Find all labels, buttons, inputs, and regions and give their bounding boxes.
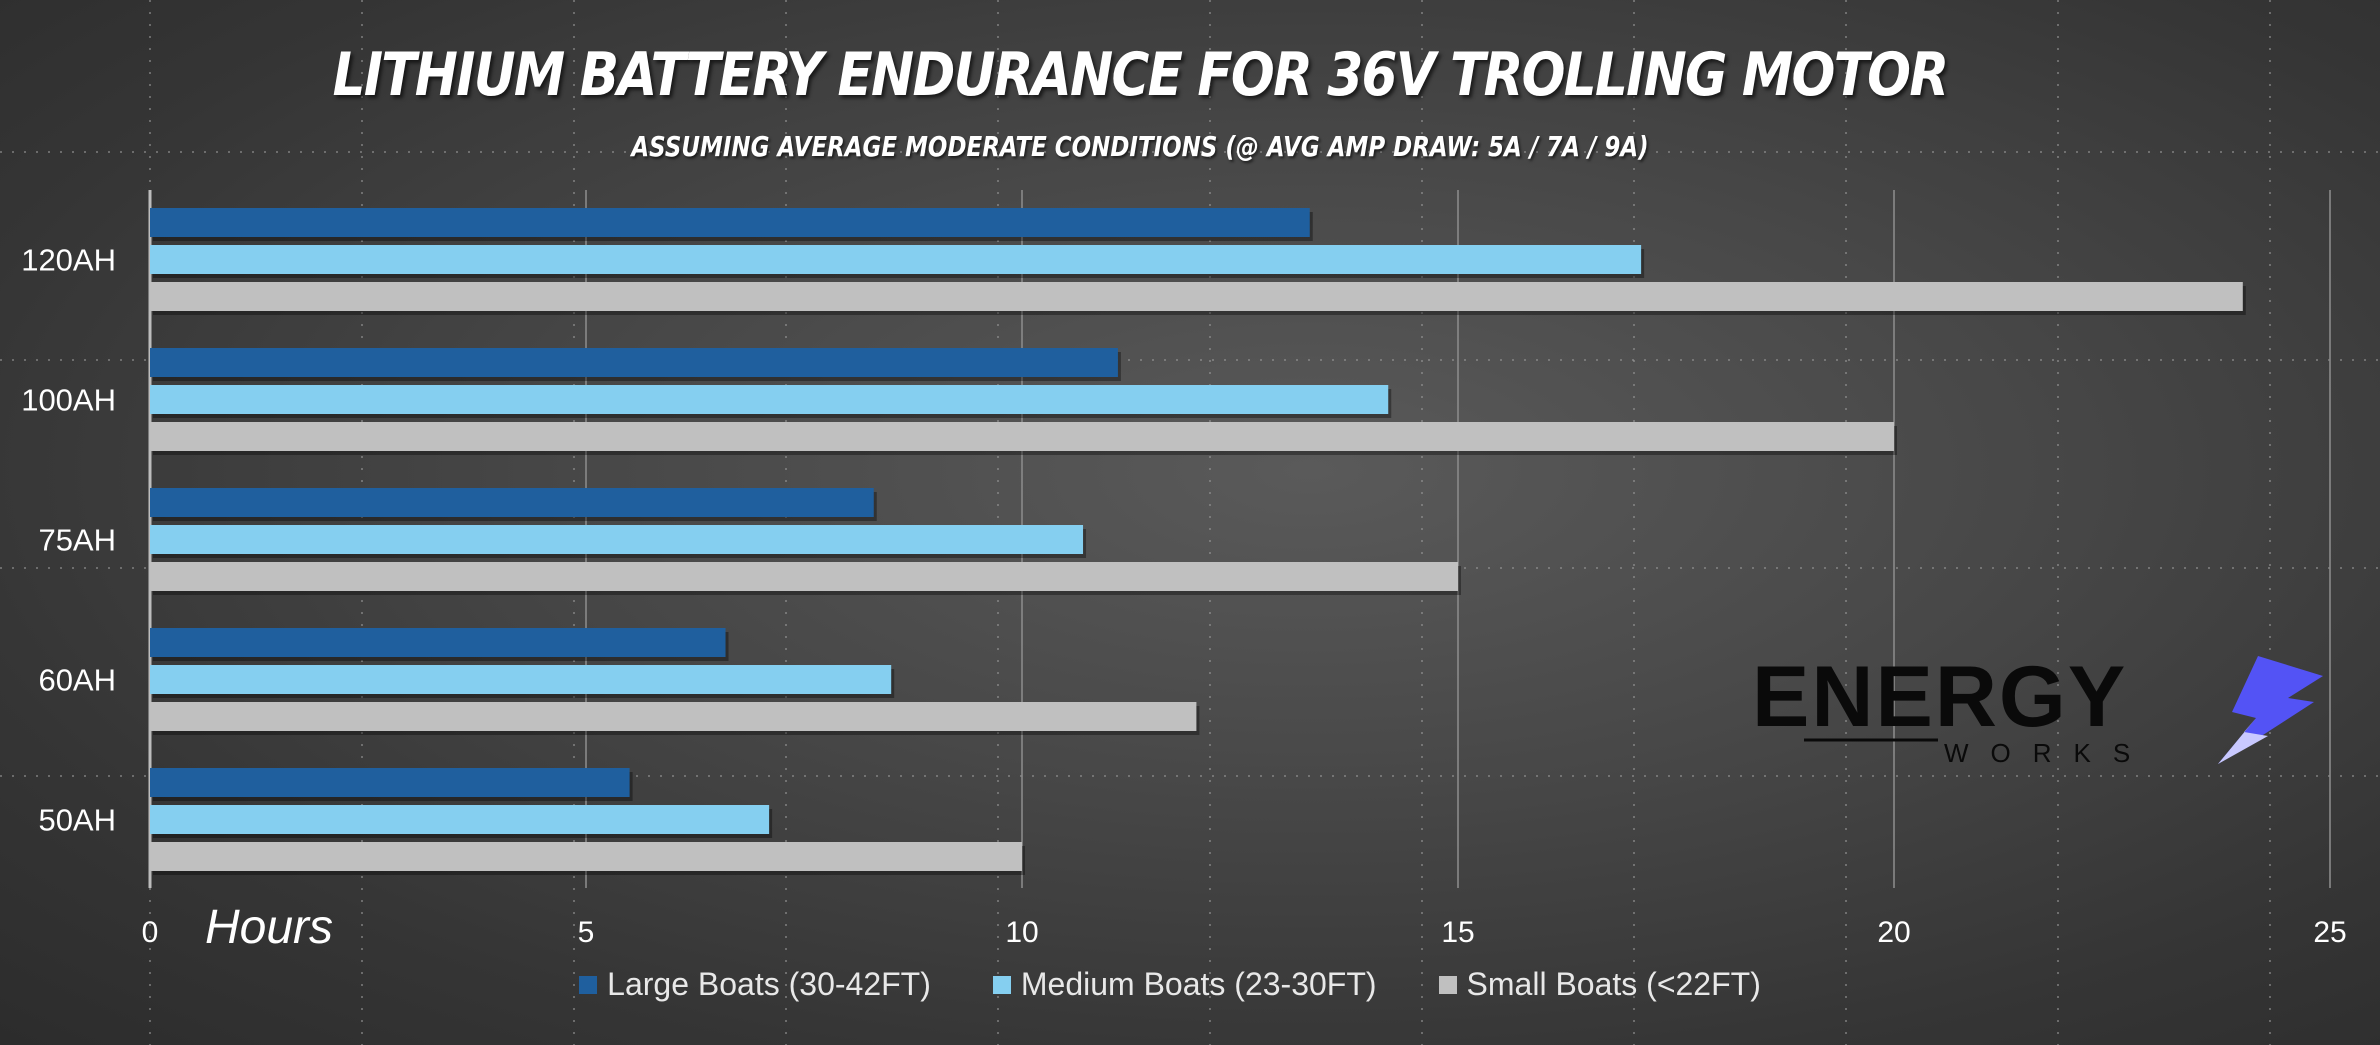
bar-75ah-series-3	[150, 562, 1458, 591]
legend-label: Medium Boats (23-30FT)	[1020, 966, 1377, 1002]
legend-item-series-2: Medium Boats (23-30FT)	[992, 966, 1377, 1003]
chart-subtitle: ASSUMING AVERAGE MODERATE CONDITIONS (@ …	[631, 130, 1649, 163]
bar-60ah-series-2	[150, 665, 892, 694]
y-tick-label: 100AH	[21, 383, 116, 418]
bar-50ah-series-2	[150, 805, 770, 834]
bar-60ah-series-1	[150, 628, 726, 657]
y-tick-label: 60AH	[38, 663, 116, 698]
x-tick-label: 15	[1441, 916, 1474, 949]
chart-title: LITHIUM BATTERY ENDURANCE FOR 36V TROLLI…	[332, 40, 1949, 110]
y-tick-label: 120AH	[21, 243, 116, 278]
bar-100ah-series-2	[150, 385, 1389, 414]
legend-item-series-3: Small Boats (<22FT)	[1438, 966, 1761, 1003]
y-tick-label: 50AH	[38, 803, 116, 838]
x-tick-label: 0	[142, 916, 159, 949]
bar-75ah-series-2	[150, 525, 1084, 554]
lightning-bolt-icon	[2218, 656, 2323, 764]
bar-75ah-series-1	[150, 488, 874, 517]
x-axis-label: Hours	[205, 901, 334, 954]
legend-label: Large Boats (30-42FT)	[607, 966, 931, 1002]
legend: Large Boats (30-42FT) Medium Boats (23-30…	[0, 966, 2360, 1003]
logo-main-text: ENERGY	[1752, 652, 2127, 745]
legend-swatch	[992, 975, 1011, 994]
legend-swatch	[579, 975, 598, 994]
bar-120ah-series-3	[150, 282, 2243, 311]
x-tick-label: 25	[2313, 916, 2346, 949]
x-tick-label: 5	[578, 916, 595, 949]
x-tick-label: 20	[1877, 916, 1910, 949]
legend-item-series-1: Large Boats (30-42FT)	[579, 966, 931, 1003]
bar-50ah-series-1	[150, 768, 630, 797]
bar-100ah-series-1	[150, 348, 1118, 377]
y-tick-label: 75AH	[38, 523, 116, 558]
bar-120ah-series-1	[150, 208, 1310, 237]
bar-100ah-series-3	[150, 422, 1894, 451]
bar-120ah-series-2	[150, 245, 1642, 274]
bar-60ah-series-3	[150, 702, 1197, 731]
x-tick-label: 10	[1005, 916, 1038, 949]
bar-50ah-series-3	[150, 842, 1022, 871]
legend-label: Small Boats (<22FT)	[1466, 966, 1761, 1002]
logo-sub-text: WORKS	[1944, 738, 2152, 768]
legend-swatch	[1438, 975, 1457, 994]
energy-works-logo: ENERGY WORKS	[1752, 652, 2323, 768]
